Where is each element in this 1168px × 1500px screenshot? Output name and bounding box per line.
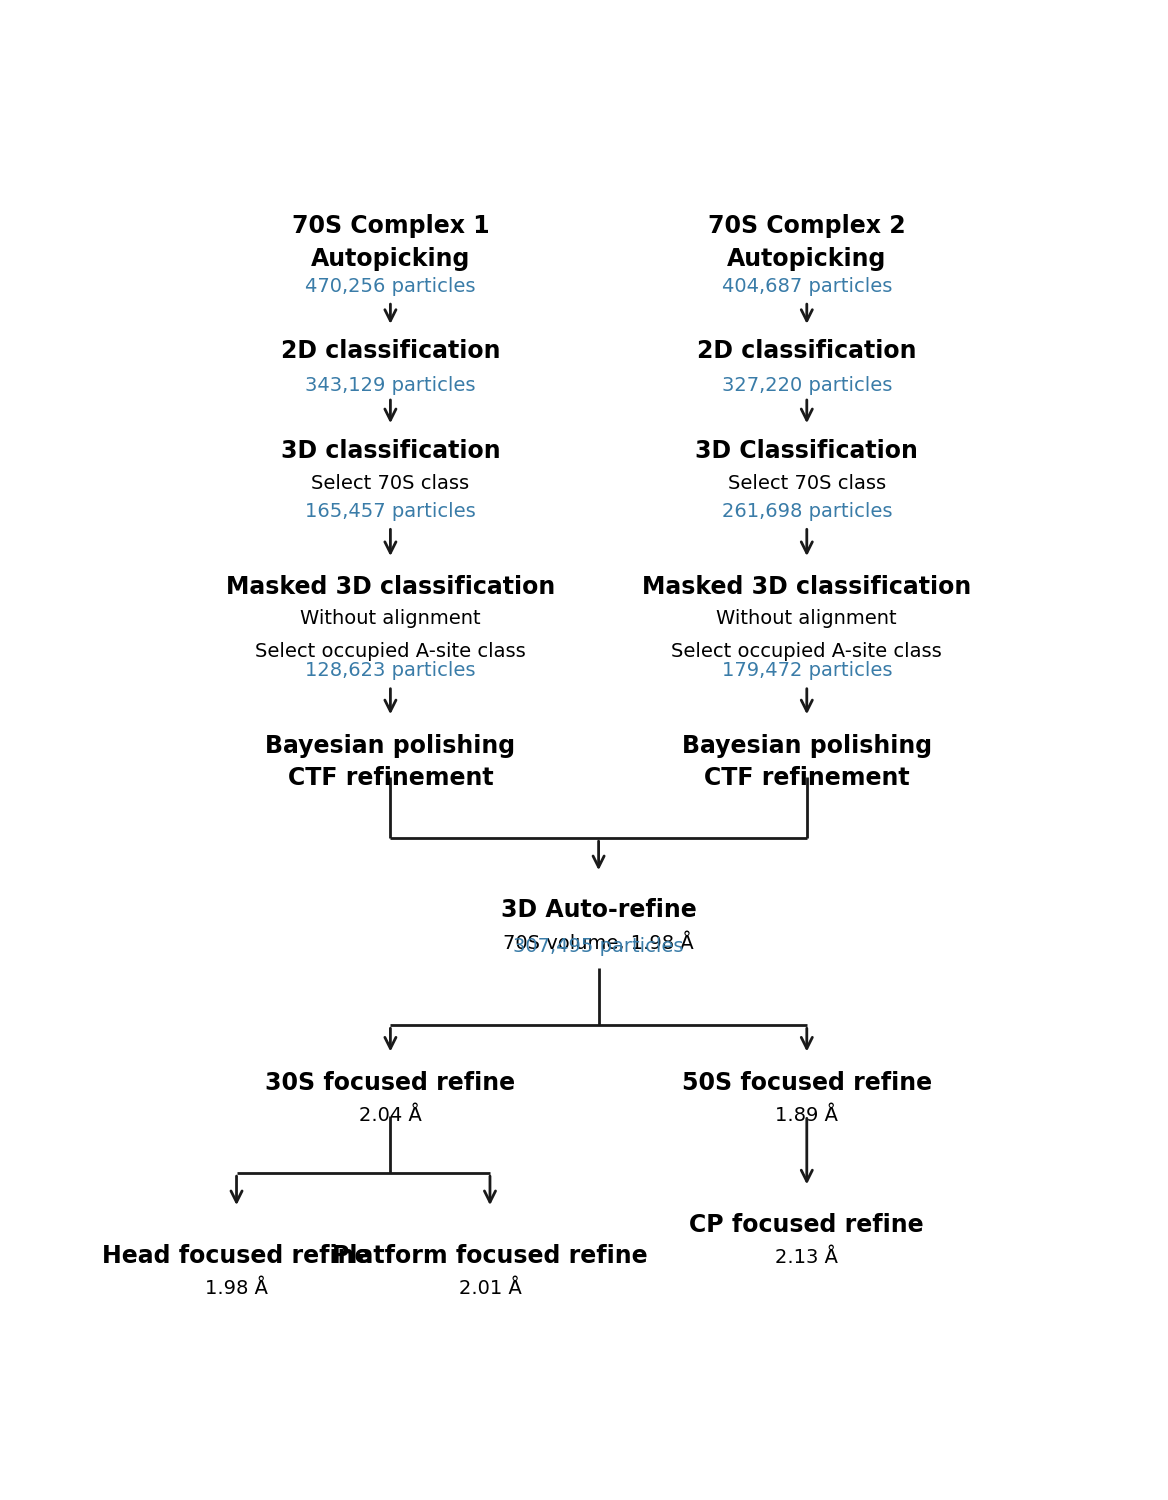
Text: 50S focused refine: 50S focused refine (682, 1071, 932, 1095)
Text: Bayesian polishing: Bayesian polishing (682, 734, 932, 758)
Text: 470,256 particles: 470,256 particles (305, 278, 475, 296)
Text: 70S Complex 2: 70S Complex 2 (708, 214, 905, 238)
Text: 404,687 particles: 404,687 particles (722, 278, 892, 296)
Text: Select occupied A-site class: Select occupied A-site class (672, 642, 943, 660)
Text: 343,129 particles: 343,129 particles (305, 376, 475, 394)
Text: Autopicking: Autopicking (728, 246, 887, 270)
Text: Select occupied A-site class: Select occupied A-site class (255, 642, 526, 660)
Text: 2D classification: 2D classification (280, 339, 500, 363)
Text: 261,698 particles: 261,698 particles (722, 503, 892, 520)
Text: 128,623 particles: 128,623 particles (305, 662, 475, 681)
Text: Without alignment: Without alignment (300, 609, 481, 628)
Text: Platform focused refine: Platform focused refine (332, 1245, 648, 1269)
Text: 30S focused refine: 30S focused refine (265, 1071, 515, 1095)
Text: 2D classification: 2D classification (697, 339, 917, 363)
Text: 179,472 particles: 179,472 particles (722, 662, 892, 681)
Text: 70S Complex 1: 70S Complex 1 (292, 214, 489, 238)
Text: Masked 3D classification: Masked 3D classification (225, 574, 555, 598)
Text: 1.98 Å: 1.98 Å (206, 1280, 267, 1299)
Text: 1.89 Å: 1.89 Å (776, 1106, 839, 1125)
Text: 3D Auto-refine: 3D Auto-refine (501, 898, 696, 922)
Text: 307,495 particles: 307,495 particles (514, 938, 683, 957)
Text: CP focused refine: CP focused refine (689, 1214, 924, 1237)
Text: Without alignment: Without alignment (716, 609, 897, 628)
Text: 2.01 Å: 2.01 Å (459, 1280, 521, 1299)
Text: Select 70S class: Select 70S class (728, 474, 885, 494)
Text: 70S volume, 1.98 Å: 70S volume, 1.98 Å (503, 932, 694, 952)
Text: 3D classification: 3D classification (280, 440, 500, 464)
Text: 165,457 particles: 165,457 particles (305, 503, 475, 520)
Text: Select 70S class: Select 70S class (312, 474, 470, 494)
Text: 327,220 particles: 327,220 particles (722, 376, 892, 394)
Text: CTF refinement: CTF refinement (704, 766, 910, 790)
Text: 3D Classification: 3D Classification (695, 440, 918, 464)
Text: Bayesian polishing: Bayesian polishing (265, 734, 515, 758)
Text: CTF refinement: CTF refinement (287, 766, 493, 790)
Text: Head focused refine: Head focused refine (103, 1245, 370, 1269)
Text: 2.13 Å: 2.13 Å (776, 1248, 839, 1268)
Text: Autopicking: Autopicking (311, 246, 470, 270)
Text: Masked 3D classification: Masked 3D classification (642, 574, 972, 598)
Text: 2.04 Å: 2.04 Å (359, 1106, 422, 1125)
